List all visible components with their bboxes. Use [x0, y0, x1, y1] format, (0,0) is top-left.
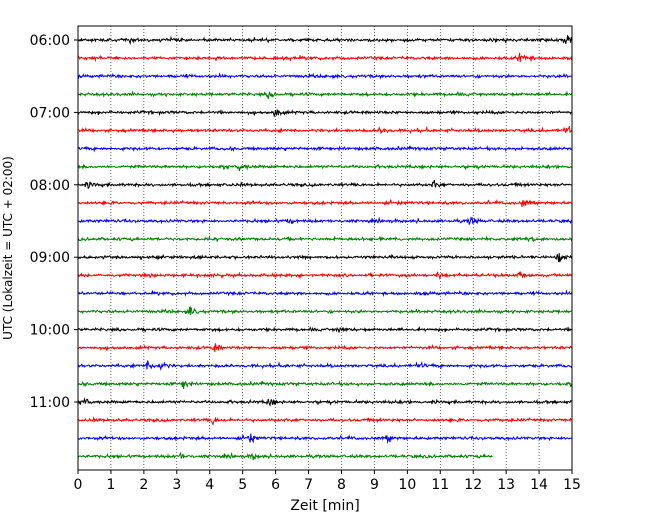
y-tick-label: 11:00 — [30, 395, 70, 411]
trace-0800 — [77, 180, 573, 189]
seismic-traces — [77, 35, 573, 461]
x-tick-label: 12 — [464, 477, 482, 493]
y-axis-ticks: 06:00 07:00 08:00 09:00 10:00 11:00 — [30, 33, 78, 411]
trace-0900 — [77, 253, 573, 263]
trace-1130 — [77, 433, 573, 444]
y-tick-label: 09:00 — [30, 250, 70, 266]
x-axis-label: Zeit [min] — [290, 498, 359, 514]
trace-0745 — [77, 163, 573, 172]
grid-lines — [110, 26, 540, 470]
trace-1145 — [77, 451, 493, 461]
trace-1115 — [77, 416, 572, 426]
y-tick-label: 10:00 — [30, 323, 70, 339]
x-tick-label: 8 — [337, 477, 346, 493]
trace-0645 — [77, 90, 573, 100]
x-tick-label: 15 — [563, 477, 581, 493]
trace-0815 — [77, 199, 573, 208]
trace-1045 — [77, 380, 573, 389]
y-tick-label: 07:00 — [30, 105, 70, 121]
trace-0630 — [77, 72, 573, 80]
x-tick-label: 7 — [304, 477, 313, 493]
y-axis-label: UTC (Lokalzeit = UTC + 02:00) — [1, 156, 15, 340]
x-tick-label: 1 — [106, 477, 115, 493]
x-tick-label: 6 — [271, 477, 280, 493]
trace-0700 — [77, 108, 573, 118]
x-tick-label: 4 — [205, 477, 214, 493]
x-tick-label: 13 — [497, 477, 515, 493]
trace-0730 — [77, 145, 573, 153]
trace-1000 — [77, 325, 573, 334]
y-tick-label: 08:00 — [30, 178, 70, 194]
trace-1100 — [77, 397, 573, 407]
x-tick-label: 2 — [139, 477, 148, 493]
trace-0915 — [77, 270, 573, 280]
trace-0600 — [77, 35, 573, 46]
x-tick-label: 5 — [238, 477, 247, 493]
trace-1030 — [78, 360, 573, 372]
x-tick-label: 9 — [370, 477, 379, 493]
x-tick-label: 14 — [530, 477, 548, 493]
x-tick-label: 3 — [172, 477, 181, 493]
trace-0930 — [77, 289, 573, 298]
trace-0845 — [77, 234, 573, 243]
x-tick-label: 11 — [431, 477, 449, 493]
x-tick-label: 0 — [74, 477, 83, 493]
x-tick-label: 10 — [398, 477, 416, 493]
trace-0615 — [77, 52, 573, 63]
trace-0830 — [77, 216, 573, 226]
trace-1015 — [77, 343, 573, 353]
x-axis-ticks: 0 1 2 3 4 5 6 7 8 9 10 11 12 13 14 15 — [74, 470, 581, 493]
trace-0715 — [77, 125, 573, 135]
trace-0945 — [77, 305, 572, 315]
y-tick-label: 06:00 — [30, 33, 70, 49]
plot-frame — [77, 25, 573, 471]
